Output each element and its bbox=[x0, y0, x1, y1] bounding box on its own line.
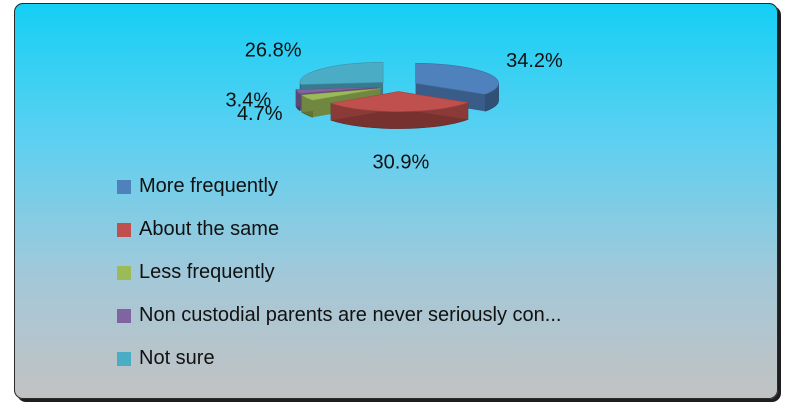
data-label-1: 34.2% bbox=[506, 50, 563, 72]
legend-swatch-2 bbox=[117, 222, 131, 237]
data-label-4: 3.4% bbox=[226, 89, 272, 111]
legend-label-5: Not sure bbox=[139, 347, 215, 369]
legend-item-1: More frequently bbox=[117, 165, 561, 208]
legend-swatch-4 bbox=[117, 308, 131, 323]
legend-swatch-3 bbox=[117, 265, 131, 280]
legend-item-5: Not sure bbox=[117, 337, 561, 380]
legend-label-1: More frequently bbox=[139, 175, 278, 197]
data-label-5: 26.8% bbox=[245, 39, 302, 61]
legend-label-2: About the same bbox=[139, 218, 280, 240]
chart-frame bbox=[14, 3, 778, 399]
legend-item-2: About the same bbox=[117, 208, 561, 251]
pie-slice-2 bbox=[330, 91, 470, 129]
legend-item-4: Non custodial parents are never seriousl… bbox=[117, 294, 561, 337]
data-label-2: 30.9% bbox=[373, 152, 430, 174]
legend-label-3: Less frequently bbox=[139, 261, 275, 283]
legend-swatch-1 bbox=[117, 179, 131, 194]
data-label-3: 4.7% bbox=[237, 103, 283, 125]
legend-swatch-5 bbox=[117, 351, 131, 366]
legend: More frequently About the same Less freque… bbox=[117, 165, 561, 380]
legend-label-4: Non custodial parents are never seriousl… bbox=[139, 304, 562, 326]
legend-item-3: Less frequently bbox=[117, 251, 561, 294]
